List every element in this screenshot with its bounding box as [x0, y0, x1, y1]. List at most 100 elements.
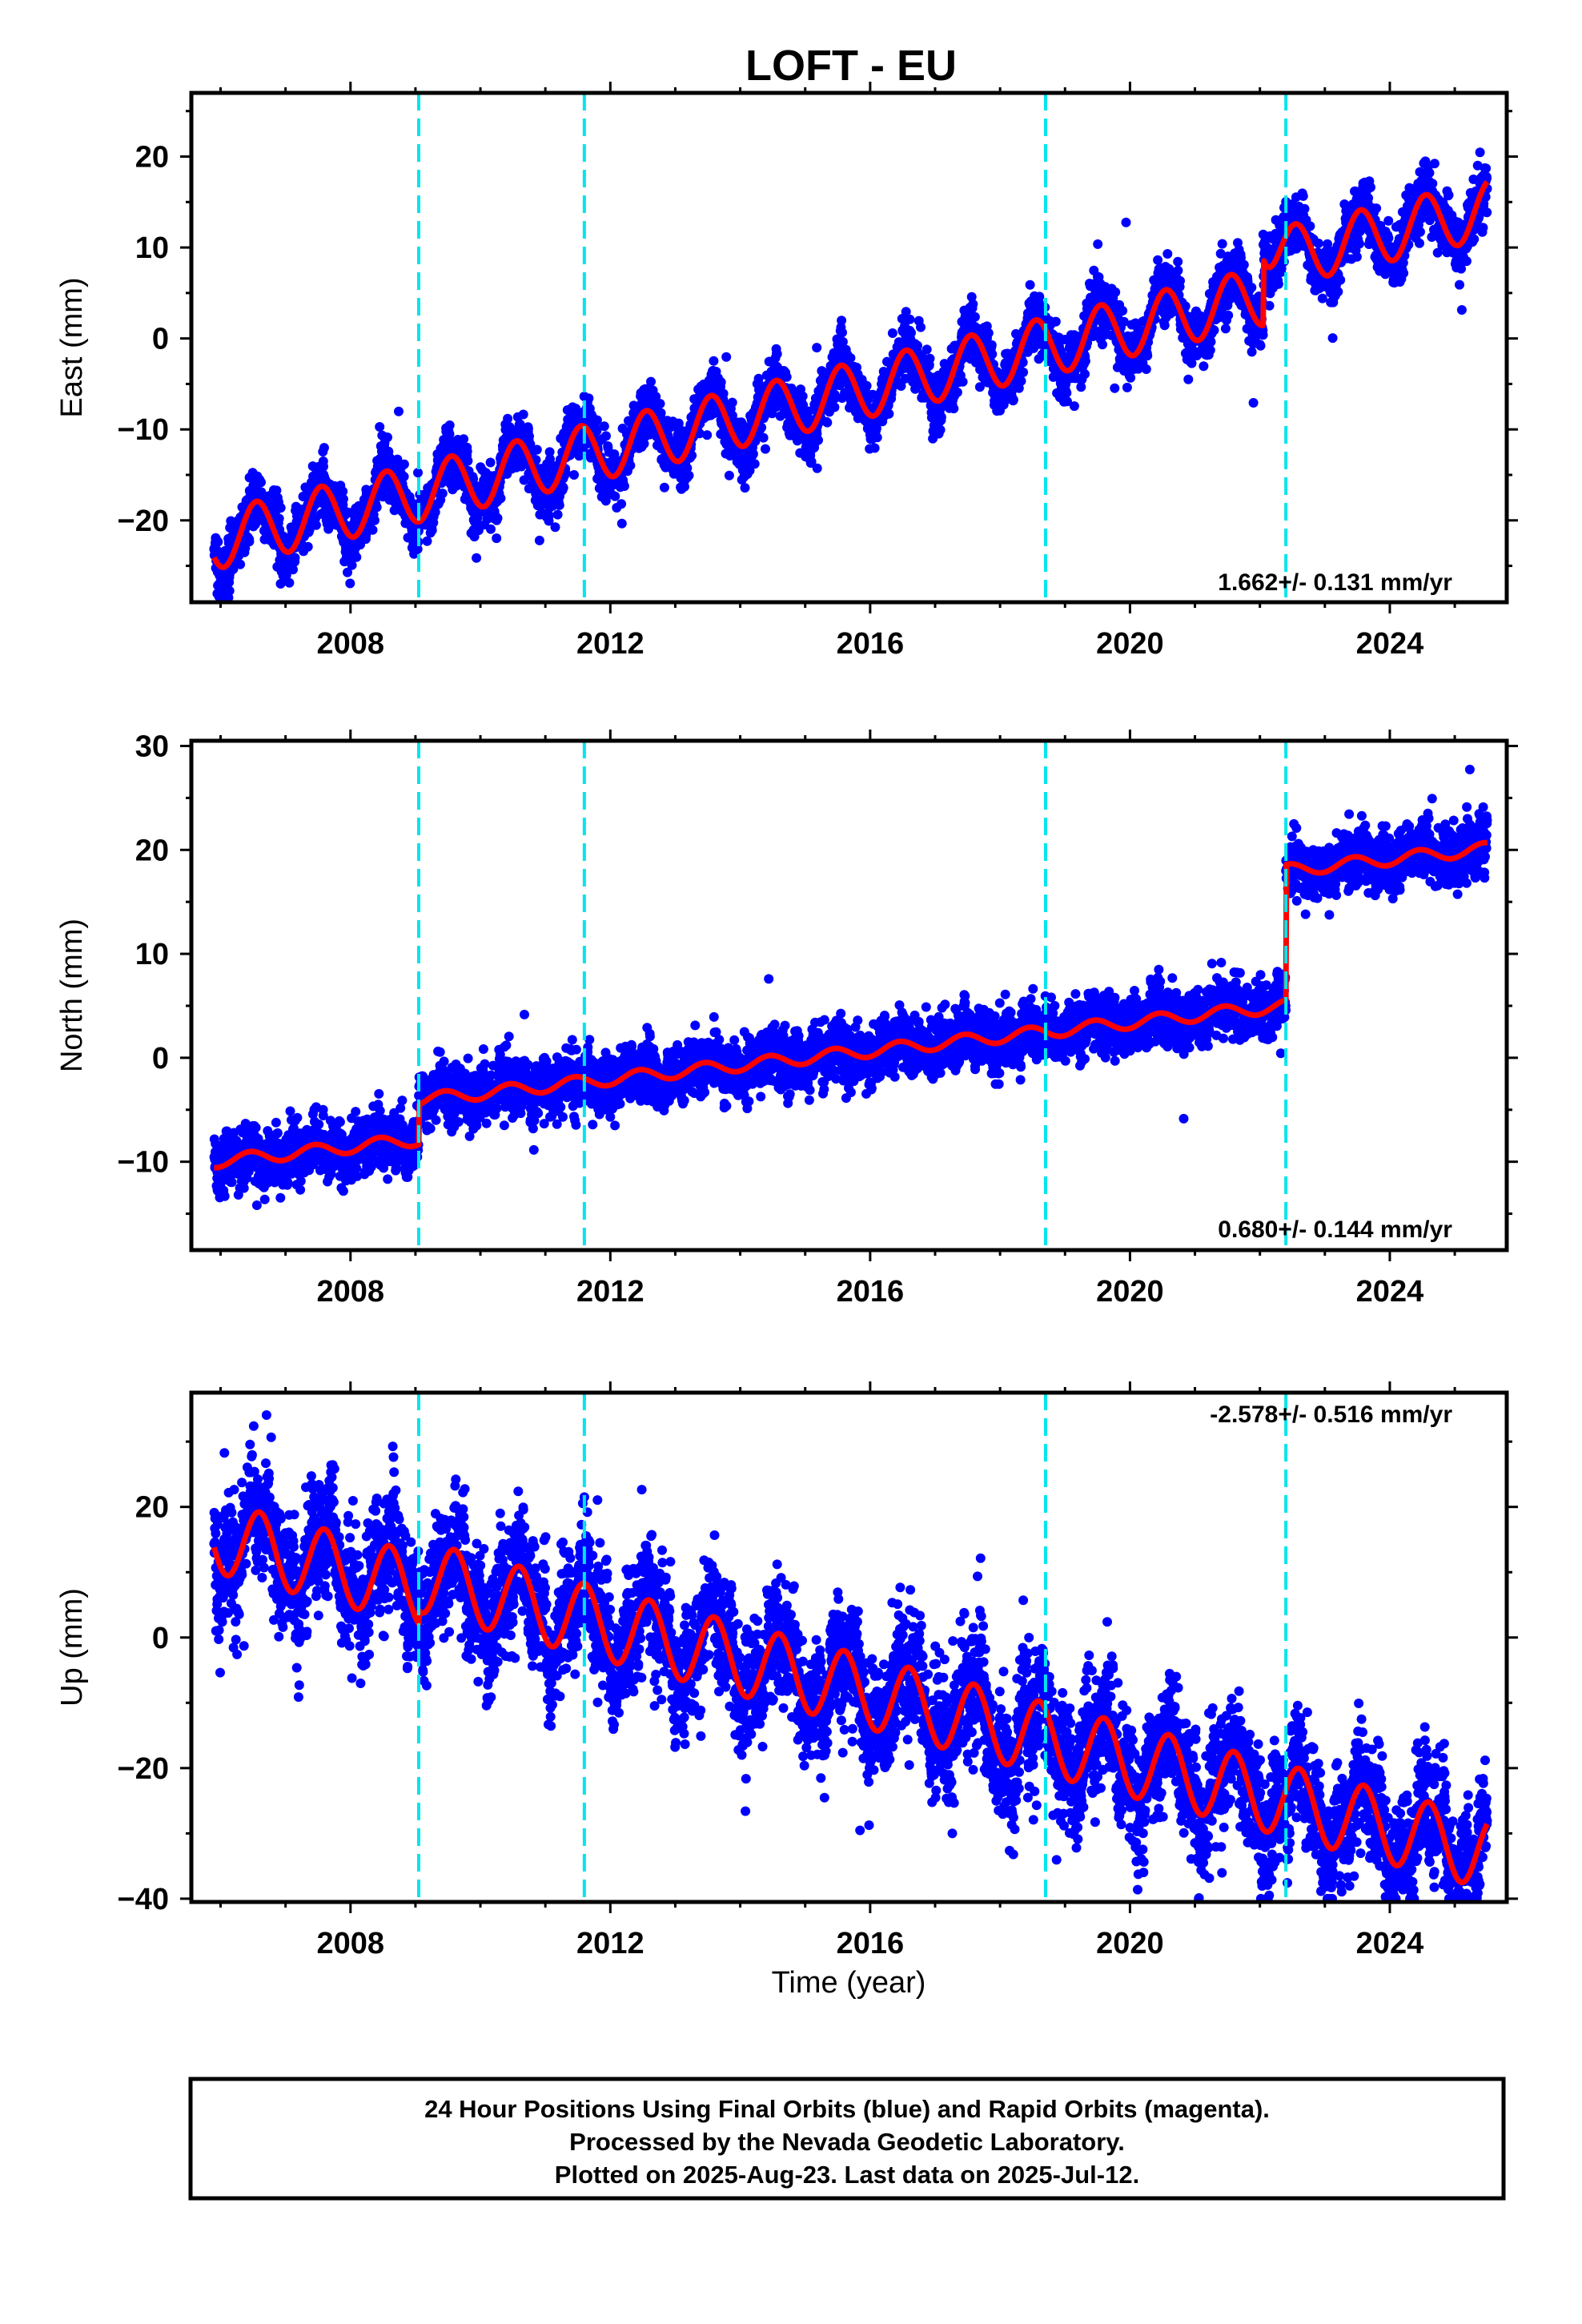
east-data-point [724, 470, 734, 480]
east-data-point [338, 494, 348, 505]
east-data-point [228, 564, 239, 574]
east-data-point [371, 502, 382, 513]
east-data-point [758, 432, 769, 443]
east-data-point [925, 353, 935, 364]
east-data-point [812, 343, 822, 353]
east-data-point [906, 328, 916, 338]
east-data-point [949, 404, 959, 414]
east-data-point [303, 541, 313, 552]
east-data-point [1175, 275, 1185, 286]
east-data-point [983, 328, 994, 338]
east-data-point [437, 489, 448, 499]
east-data-point [1025, 279, 1035, 290]
east-data-point [616, 499, 627, 509]
east-panel: East (mm) 1.662+/- 0.131 mm/yr −20−10010… [55, 82, 1518, 661]
east-data-point [916, 322, 926, 332]
east-data-point [558, 483, 568, 493]
east-data-point [1173, 265, 1183, 275]
east-data-point [646, 376, 656, 387]
east-data-point [884, 408, 894, 419]
east-data-point [599, 421, 609, 432]
east-data-point [872, 432, 882, 443]
east-data-point [837, 316, 847, 326]
east-data-point [772, 349, 782, 359]
east-data-point [970, 312, 980, 322]
east-data-point [986, 340, 997, 350]
east-data-point [275, 503, 286, 513]
east-data-point [727, 397, 737, 408]
east-data-point [625, 460, 636, 471]
east-data-point [822, 417, 833, 428]
east-data-point [655, 399, 665, 409]
east-data-point [492, 533, 502, 544]
east-data-point [290, 553, 300, 563]
east-data-point [684, 470, 694, 480]
east-data-point [1080, 356, 1090, 366]
east-data-point [702, 430, 713, 440]
east-data-point [1093, 239, 1103, 249]
east-data-point [518, 409, 528, 420]
east-data-point [1209, 325, 1219, 336]
east-data-point [656, 408, 666, 418]
east-data-point [311, 520, 321, 530]
east-data-point [345, 578, 355, 589]
east-data-point [1183, 374, 1194, 384]
east-data-point [569, 470, 579, 480]
east-data-point [383, 432, 392, 443]
east-data-point [936, 412, 946, 422]
east-data-point [829, 402, 840, 412]
east-data-point [1008, 395, 1018, 405]
east-data-point [532, 444, 542, 455]
figure-title: LOFT - EU [745, 42, 957, 90]
east-data-point [319, 461, 328, 472]
east-data-point [319, 443, 329, 453]
east-data-point [256, 477, 266, 488]
east-data-point [1173, 256, 1183, 267]
east-data-point [1199, 361, 1209, 372]
east-data-point [716, 377, 726, 388]
east-data-point [370, 515, 379, 525]
east-data-point [616, 518, 627, 529]
east-data-point [224, 585, 235, 596]
east-data-point [749, 459, 760, 469]
east-data-point [485, 457, 496, 468]
east-data-point [213, 537, 223, 547]
east-data-point [351, 552, 362, 562]
east-data-point [1220, 324, 1231, 334]
east-data-point [968, 299, 978, 309]
east-data-point [797, 391, 808, 401]
east-data-point [394, 406, 404, 416]
east-data-point [235, 559, 246, 569]
east-data-point [472, 553, 482, 563]
east-data-point [399, 472, 409, 482]
east-data-point [619, 481, 629, 491]
east-data-point [1206, 336, 1216, 347]
east-data-point [709, 356, 719, 366]
east-data-point [952, 387, 962, 397]
east-data-point [869, 443, 880, 453]
east-data-point [459, 434, 469, 444]
east-data-point [1016, 376, 1026, 386]
east-data-point [1223, 310, 1234, 320]
east-data-point [554, 500, 564, 510]
east-data-point [552, 509, 563, 520]
east-data-point [721, 352, 732, 362]
east-data-point [347, 560, 357, 570]
east-data-point [496, 493, 506, 504]
east-data-point [1069, 401, 1079, 412]
east-data-point [601, 431, 611, 441]
east-data-point [550, 522, 560, 533]
east-data-point [1141, 364, 1151, 374]
east-data-point [422, 536, 432, 546]
east-data-point [813, 435, 823, 445]
east-data-point [748, 448, 758, 459]
east-data-point [492, 513, 503, 523]
east-data-point [375, 422, 385, 432]
east-data-point [935, 424, 946, 435]
east-data-point [463, 456, 473, 466]
east-data-point [1080, 369, 1090, 380]
east-data-point [288, 565, 298, 575]
east-data-point [781, 372, 792, 382]
east-data-point [1118, 306, 1128, 316]
